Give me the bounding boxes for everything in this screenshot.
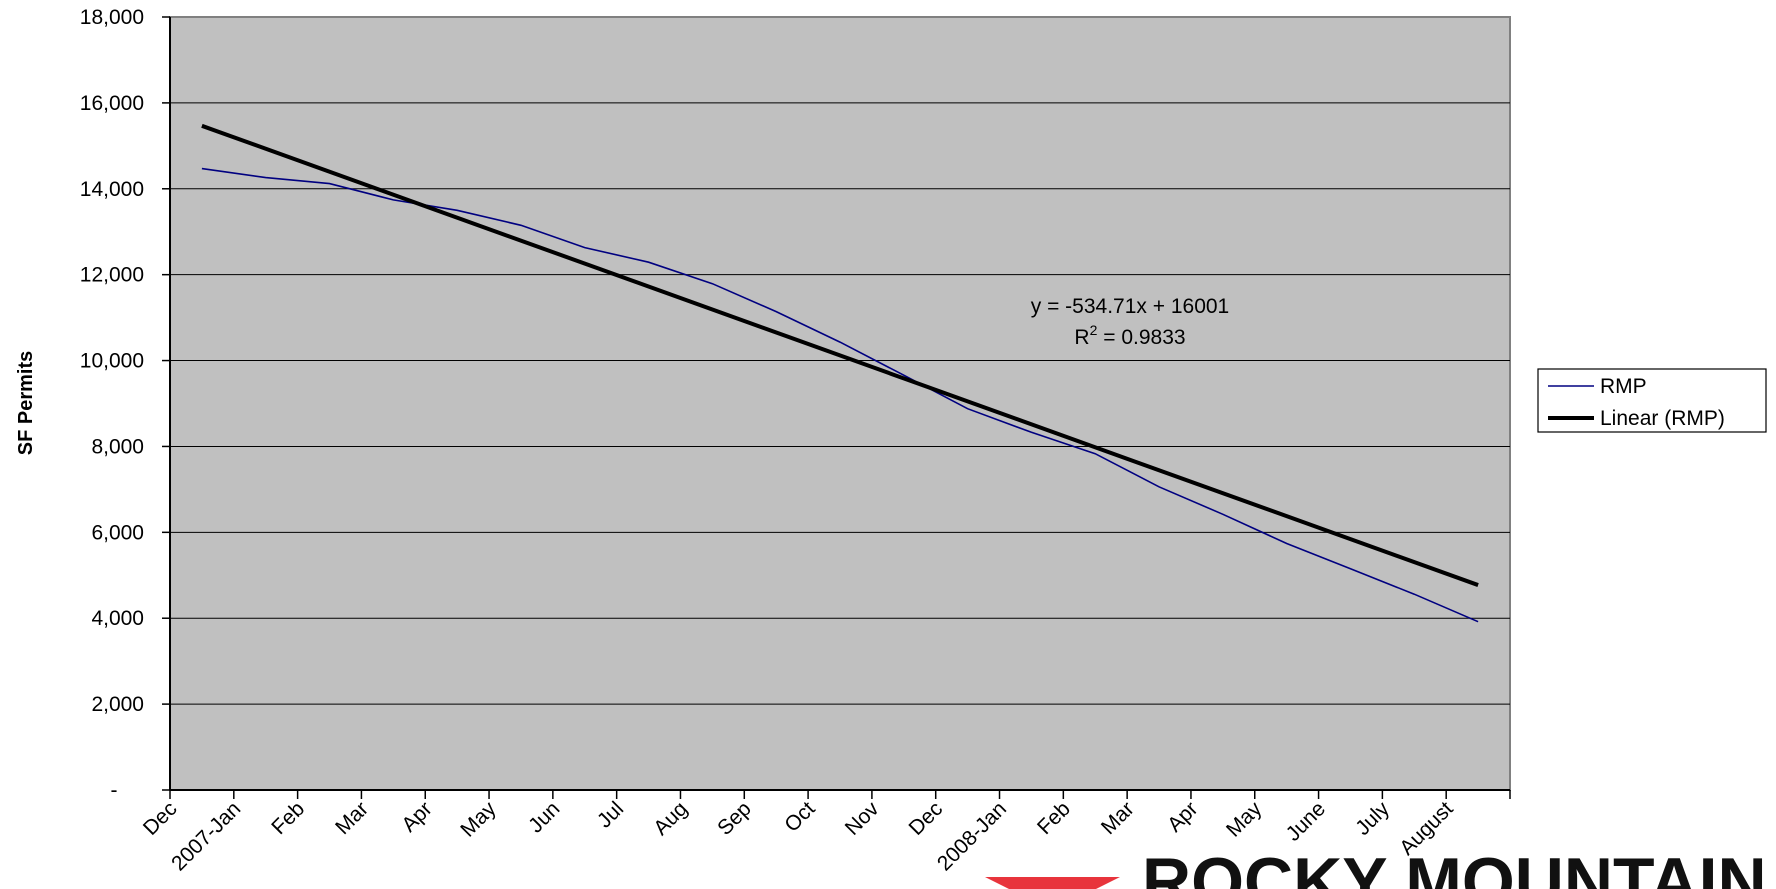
x-tick-label: Aug <box>649 797 692 840</box>
x-tick-label: 2008-Jan <box>933 797 1011 875</box>
x-tick-label: Nov <box>841 797 884 840</box>
x-tick-label: Apr <box>1163 797 1202 836</box>
x-tick-label: Jul <box>593 797 628 832</box>
company-logo: ROCKY MOUNTAIN <box>985 844 1767 889</box>
legend-label-rmp: RMP <box>1600 375 1647 398</box>
x-tick-label: Mar <box>1097 797 1139 839</box>
x-tick-label: July <box>1351 797 1394 840</box>
x-tick-label: Dec <box>905 797 948 840</box>
y-tick-label: 10,000 <box>80 350 144 373</box>
y-tick-label: 2,000 <box>91 693 144 716</box>
y-tick-label: 4,000 <box>91 607 144 630</box>
plot-area <box>170 17 1510 790</box>
y-tick-label: - <box>111 779 118 802</box>
y-axis-ticks: - 2,000 4,000 6,000 8,000 10,000 12,000 14,000 1… <box>80 6 170 802</box>
y-axis-label: SF Permits <box>15 351 37 455</box>
legend-label-linear-rmp: Linear (RMP) <box>1600 407 1725 430</box>
y-tick-label: 8,000 <box>91 435 144 458</box>
x-tick-label: June <box>1282 797 1330 845</box>
y-tick-label: 14,000 <box>80 178 144 201</box>
y-tick-label: 18,000 <box>80 6 144 29</box>
x-tick-label: Feb <box>1033 797 1075 839</box>
x-tick-label: May <box>1222 797 1267 842</box>
x-tick-label: Sep <box>713 797 756 840</box>
logo-red-mark <box>985 877 1120 889</box>
legend: RMP Linear (RMP) <box>1538 369 1766 432</box>
trendline-equation: y = -534.71x + 16001 <box>1031 295 1230 318</box>
x-tick-label: Feb <box>267 797 309 839</box>
x-tick-label: Apr <box>397 797 436 836</box>
y-tick-label: 12,000 <box>80 264 144 287</box>
x-tick-label: 2007-Jan <box>167 797 245 875</box>
x-tick-label: May <box>456 797 501 842</box>
x-tick-label: Oct <box>780 797 819 836</box>
x-tick-label: Jun <box>524 797 564 837</box>
logo-wordmark: ROCKY MOUNTAIN <box>1142 844 1767 889</box>
x-tick-label: Mar <box>331 797 373 839</box>
y-tick-label: 16,000 <box>80 92 144 115</box>
x-tick-label: Dec <box>139 797 182 840</box>
y-tick-label: 6,000 <box>91 521 144 544</box>
